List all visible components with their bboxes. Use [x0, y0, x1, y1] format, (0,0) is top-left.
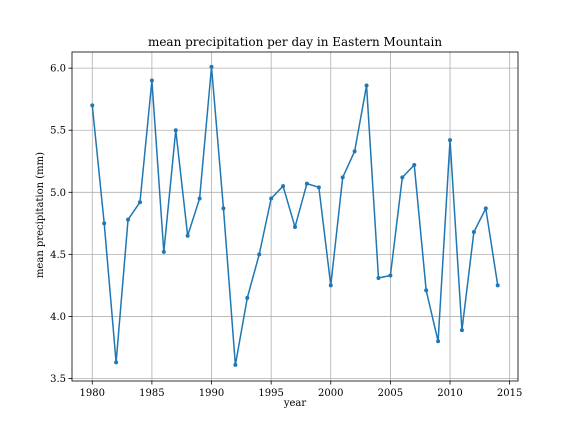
data-point — [245, 296, 249, 300]
x-tick-label: 2000 — [318, 388, 343, 399]
data-point — [484, 206, 488, 210]
data-point — [400, 175, 404, 179]
x-tick-label: 2015 — [497, 388, 522, 399]
x-tick-label: 2010 — [437, 388, 462, 399]
data-point — [472, 230, 476, 234]
data-point — [257, 252, 261, 256]
data-point — [126, 218, 130, 222]
data-point — [102, 221, 106, 225]
x-axis-label: year — [283, 398, 307, 409]
x-tick-label: 2005 — [378, 388, 403, 399]
data-point — [341, 175, 345, 179]
data-point — [436, 339, 440, 343]
data-point — [186, 234, 190, 238]
data-point — [376, 276, 380, 280]
data-point — [90, 103, 94, 107]
data-point — [221, 206, 225, 210]
y-tick-label: 6.0 — [50, 64, 66, 75]
data-point — [198, 196, 202, 200]
data-point — [496, 283, 500, 287]
data-point — [114, 360, 118, 364]
data-point — [412, 163, 416, 167]
data-point — [388, 273, 392, 277]
y-tick-label: 5.0 — [50, 188, 66, 199]
data-point — [281, 184, 285, 188]
data-point — [365, 84, 369, 88]
x-tick-label: 1995 — [258, 388, 283, 399]
data-point — [174, 128, 178, 132]
y-tick-label: 4.5 — [50, 250, 66, 261]
x-tick-label: 1985 — [139, 388, 164, 399]
data-point — [353, 149, 357, 153]
data-point — [448, 138, 452, 142]
data-point — [329, 283, 333, 287]
chart-title: mean precipitation per day in Eastern Mo… — [148, 35, 442, 49]
data-point — [162, 250, 166, 254]
data-point — [210, 65, 214, 69]
data-point — [138, 200, 142, 204]
data-point — [150, 79, 154, 83]
data-point — [460, 328, 464, 332]
y-axis-label: mean precipitation (mm) — [35, 152, 46, 278]
data-point — [233, 363, 237, 367]
x-tick-label: 1980 — [80, 388, 105, 399]
y-tick-label: 4.0 — [50, 312, 66, 323]
data-point — [293, 225, 297, 229]
data-point — [424, 288, 428, 292]
y-tick-label: 5.5 — [50, 126, 66, 137]
x-tick-label: 1990 — [199, 388, 224, 399]
y-tick-label: 3.5 — [50, 374, 66, 385]
data-point — [269, 196, 273, 200]
data-point — [317, 185, 321, 189]
data-point — [305, 182, 309, 186]
